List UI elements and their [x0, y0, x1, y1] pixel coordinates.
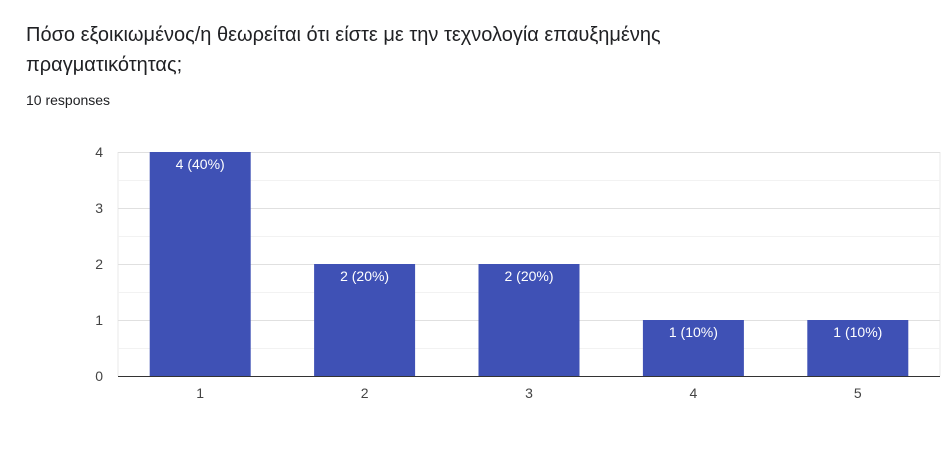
y-tick-label: 4	[95, 144, 103, 160]
bars	[149, 152, 909, 376]
bar-data-label: 1 (10%)	[669, 324, 718, 340]
response-count: 10 responses	[26, 92, 111, 108]
bar-data-label: 2 (20%)	[340, 268, 389, 284]
bar-data-label: 1 (10%)	[833, 324, 882, 340]
x-tick-label: 5	[854, 385, 862, 401]
bar-data-label: 2 (20%)	[504, 268, 553, 284]
y-tick-label: 1	[95, 312, 103, 328]
bar-2	[314, 264, 416, 376]
y-tick-label: 2	[95, 256, 103, 272]
y-tick-label: 3	[95, 200, 103, 216]
bar-1	[149, 152, 251, 376]
x-tick-label: 1	[196, 385, 204, 401]
y-tick-label: 0	[95, 368, 103, 384]
x-tick-label: 3	[525, 385, 533, 401]
bar-data-label: 4 (40%)	[176, 156, 225, 172]
labels: 0 1 2 3 4 4 (40%) 1 2 (20%) 2 2 (20%) 3 1 (10%) 4 1 (…	[95, 144, 882, 401]
question-title: Πόσο εξοικιωμένος/η θεωρείται ότι είστε …	[26, 24, 661, 76]
gridlines	[117, 152, 941, 376]
bar-3	[478, 264, 580, 376]
bar-4	[642, 320, 744, 376]
x-tick-label: 4	[690, 385, 698, 401]
x-tick-label: 2	[361, 385, 369, 401]
bar-5	[807, 320, 909, 376]
